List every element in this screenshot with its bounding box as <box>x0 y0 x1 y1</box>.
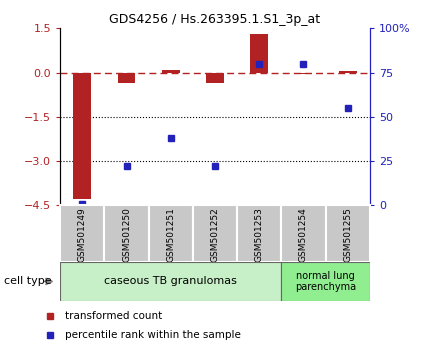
FancyBboxPatch shape <box>281 262 370 301</box>
FancyBboxPatch shape <box>326 205 370 262</box>
FancyBboxPatch shape <box>60 205 104 262</box>
FancyBboxPatch shape <box>281 205 326 262</box>
Text: GSM501251: GSM501251 <box>166 207 175 262</box>
Text: GSM501250: GSM501250 <box>122 207 131 262</box>
Bar <box>118 73 135 83</box>
Text: GSM501254: GSM501254 <box>299 207 308 262</box>
FancyBboxPatch shape <box>60 262 281 301</box>
Text: GSM501255: GSM501255 <box>343 207 352 262</box>
FancyBboxPatch shape <box>237 205 281 262</box>
Bar <box>162 70 180 73</box>
Bar <box>295 73 312 74</box>
Text: GSM501249: GSM501249 <box>78 207 87 262</box>
Text: cell type: cell type <box>4 276 52 286</box>
Bar <box>339 71 356 73</box>
Title: GDS4256 / Hs.263395.1.S1_3p_at: GDS4256 / Hs.263395.1.S1_3p_at <box>110 13 320 26</box>
Text: GSM501253: GSM501253 <box>255 207 264 262</box>
Bar <box>206 73 224 83</box>
Bar <box>250 34 268 73</box>
Text: normal lung
parenchyma: normal lung parenchyma <box>295 270 356 292</box>
FancyBboxPatch shape <box>193 205 237 262</box>
Text: transformed count: transformed count <box>64 311 162 321</box>
Text: percentile rank within the sample: percentile rank within the sample <box>64 330 240 340</box>
Bar <box>74 73 91 199</box>
Text: GSM501252: GSM501252 <box>211 207 219 262</box>
FancyBboxPatch shape <box>149 205 193 262</box>
FancyBboxPatch shape <box>104 205 149 262</box>
Text: caseous TB granulomas: caseous TB granulomas <box>104 276 237 286</box>
